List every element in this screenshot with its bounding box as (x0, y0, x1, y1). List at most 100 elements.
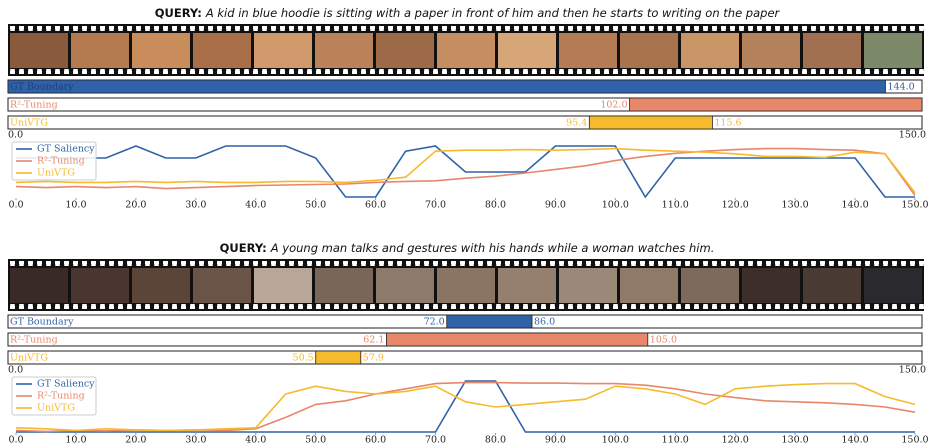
boundary-start-label: 102.0 (600, 100, 627, 111)
saliency-line (16, 145, 915, 199)
x-tick-label: 0.0 (8, 200, 23, 211)
video-frame (254, 268, 312, 303)
video-frame (803, 33, 861, 68)
boundary-bar (315, 350, 362, 365)
video-frame (193, 268, 251, 303)
sprockets (8, 69, 924, 74)
x-tick-label: 130.0 (782, 435, 809, 446)
x-tick-label: 80.0 (485, 200, 506, 211)
legend-label: GT Saliency (37, 379, 95, 390)
boundary-name: GT Boundary (10, 317, 74, 328)
video-frame (193, 33, 251, 68)
video-frame (437, 268, 495, 303)
x-tick-label: 100.0 (602, 200, 629, 211)
video-frame (376, 268, 434, 303)
video-frame (803, 268, 861, 303)
x-tick-label: 50.0 (305, 435, 326, 446)
boundary-end-label: 57.9 (363, 353, 384, 364)
query-label: QUERY: (220, 241, 267, 255)
video-frame (620, 268, 678, 303)
boundary-name: UniVTG (10, 353, 48, 364)
video-frame (437, 33, 495, 68)
video-frame (559, 268, 617, 303)
video-frame (620, 33, 678, 68)
range-end-label: 150.0 (899, 130, 926, 141)
query-text: A young man talks and gestures with his … (270, 241, 715, 255)
x-tick-label: 40.0 (245, 435, 266, 446)
video-frame (742, 33, 800, 68)
video-frame (132, 33, 190, 68)
video-frame (681, 268, 739, 303)
x-tick-label: 90.0 (545, 200, 566, 211)
video-frame (864, 268, 922, 303)
x-tick-label: 120.0 (722, 435, 749, 446)
boundary-bar (629, 97, 923, 112)
x-tick-label: 30.0 (185, 435, 206, 446)
video-frame (71, 268, 129, 303)
query-title: QUERY: A kid in blue hoodie is sitting wi… (155, 6, 781, 20)
boundary-end-label: 144.0 (887, 82, 914, 93)
video-frame (498, 268, 556, 303)
video-frame (559, 33, 617, 68)
x-tick-label: 20.0 (125, 200, 146, 211)
x-tick-label: 10.0 (65, 200, 86, 211)
x-tick-label: 110.0 (662, 435, 689, 446)
boundary-end-label: 105.0 (650, 335, 677, 346)
legend-label: R²-Tuning (37, 391, 85, 402)
video-frame (10, 268, 68, 303)
video-frame (376, 33, 434, 68)
x-tick-label: 110.0 (662, 200, 689, 211)
legend-box (11, 141, 97, 181)
x-tick-label: 70.0 (425, 200, 446, 211)
x-tick-label: 140.0 (841, 435, 868, 446)
video-frame (132, 268, 190, 303)
sprockets (8, 304, 924, 309)
boundary-name: R²-Tuning (10, 100, 58, 111)
x-tick-label: 40.0 (245, 200, 266, 211)
legend-label: UniVTG (37, 403, 75, 414)
x-tick-label: 70.0 (425, 435, 446, 446)
video-frame (71, 33, 129, 68)
boundary-start-label: 95.4 (566, 118, 587, 129)
saliency-line (15, 147, 916, 194)
range-end-label: 150.0 (899, 365, 926, 376)
boundary-start-label: 50.5 (293, 353, 314, 364)
sprockets (8, 261, 924, 266)
x-tick-label: 150.0 (901, 435, 928, 446)
boundary-bar (588, 115, 713, 130)
saliency-line (15, 147, 916, 196)
query-title: QUERY: A young man talks and gestures wit… (220, 241, 715, 255)
video-frame (315, 33, 373, 68)
x-tick-label: 90.0 (545, 435, 566, 446)
video-frame (10, 33, 68, 68)
boundary-start-label: 62.1 (363, 335, 384, 346)
video-frame (864, 33, 922, 68)
video-frame (742, 268, 800, 303)
legend-label: UniVTG (37, 168, 75, 179)
boundary-track (7, 350, 923, 365)
query-text: A kid in blue hoodie is sitting with a p… (205, 6, 781, 20)
range-start-label: 0.0 (8, 130, 23, 141)
x-tick-label: 100.0 (602, 435, 629, 446)
video-frame (315, 268, 373, 303)
x-tick-label: 50.0 (305, 200, 326, 211)
legend-label: R²-Tuning (37, 156, 85, 167)
legend-box (11, 376, 97, 416)
boundary-end-label: 115.6 (714, 118, 741, 129)
x-tick-label: 130.0 (782, 200, 809, 211)
range-start-label: 0.0 (8, 365, 23, 376)
legend-label: GT Saliency (37, 144, 95, 155)
boundary-name: UniVTG (10, 118, 48, 129)
boundary-bar (385, 332, 649, 347)
query-label: QUERY: (155, 6, 202, 20)
boundary-bar (446, 314, 533, 329)
boundary-name: R²-Tuning (10, 335, 58, 346)
boundary-track (7, 115, 923, 130)
x-tick-label: 150.0 (901, 200, 928, 211)
sprockets (8, 26, 924, 31)
saliency-line (15, 381, 916, 433)
x-tick-label: 60.0 (365, 200, 386, 211)
x-tick-label: 20.0 (125, 435, 146, 446)
x-tick-label: 120.0 (722, 200, 749, 211)
